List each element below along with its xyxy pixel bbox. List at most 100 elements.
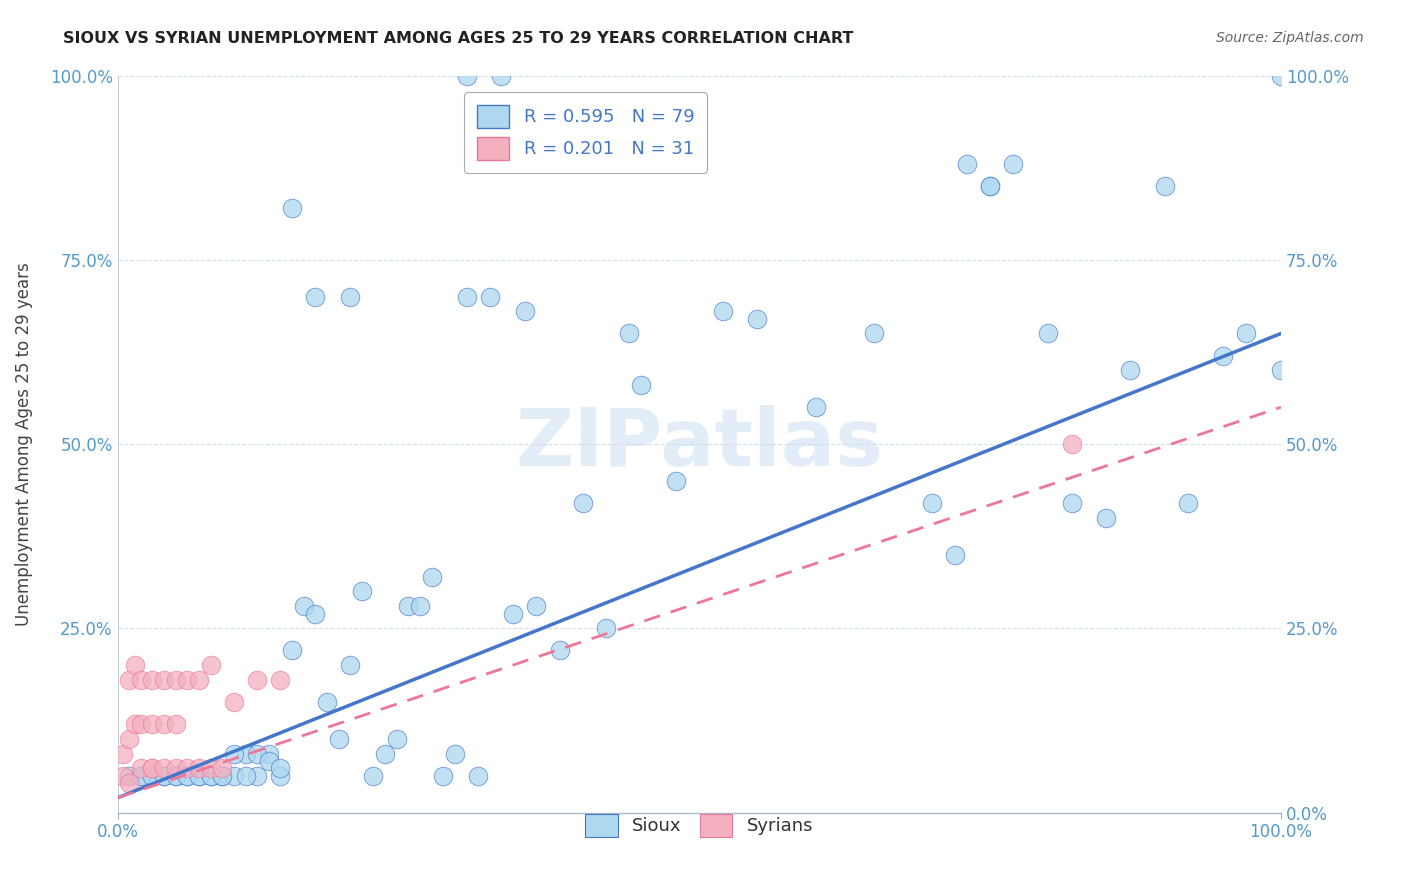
- Point: [165, 673, 187, 687]
- Point: [124, 658, 146, 673]
- Point: [129, 769, 152, 783]
- Point: [304, 607, 326, 621]
- Point: [153, 769, 176, 783]
- Point: [141, 769, 163, 783]
- Point: [118, 731, 141, 746]
- Point: [665, 474, 688, 488]
- Point: [444, 747, 467, 761]
- Text: SIOUX VS SYRIAN UNEMPLOYMENT AMONG AGES 25 TO 29 YEARS CORRELATION CHART: SIOUX VS SYRIAN UNEMPLOYMENT AMONG AGES …: [63, 31, 853, 46]
- Point: [222, 769, 245, 783]
- Point: [502, 607, 524, 621]
- Point: [165, 761, 187, 775]
- Point: [188, 769, 211, 783]
- Point: [1177, 496, 1199, 510]
- Point: [339, 290, 361, 304]
- Point: [257, 747, 280, 761]
- Point: [956, 157, 979, 171]
- Point: [1118, 363, 1140, 377]
- Point: [1212, 349, 1234, 363]
- Point: [420, 570, 443, 584]
- Point: [246, 769, 269, 783]
- Point: [176, 673, 198, 687]
- Point: [176, 761, 198, 775]
- Point: [200, 761, 222, 775]
- Point: [165, 769, 187, 783]
- Point: [409, 599, 432, 614]
- Point: [478, 290, 501, 304]
- Point: [281, 643, 304, 657]
- Point: [188, 769, 211, 783]
- Point: [211, 761, 233, 775]
- Point: [222, 695, 245, 709]
- Point: [595, 621, 617, 635]
- Point: [141, 717, 163, 731]
- Point: [118, 776, 141, 790]
- Point: [304, 290, 326, 304]
- Point: [979, 179, 1001, 194]
- Point: [235, 769, 257, 783]
- Point: [188, 761, 211, 775]
- Point: [339, 658, 361, 673]
- Point: [491, 69, 513, 83]
- Point: [129, 673, 152, 687]
- Point: [513, 304, 536, 318]
- Point: [396, 599, 419, 614]
- Point: [153, 761, 176, 775]
- Point: [374, 747, 396, 761]
- Point: [129, 717, 152, 731]
- Point: [467, 769, 489, 783]
- Point: [112, 747, 135, 761]
- Text: ZIPatlas: ZIPatlas: [515, 405, 883, 483]
- Point: [141, 673, 163, 687]
- Point: [269, 673, 291, 687]
- Point: [141, 761, 163, 775]
- Point: [269, 769, 291, 783]
- Point: [1038, 326, 1060, 341]
- Point: [211, 769, 233, 783]
- Point: [176, 769, 198, 783]
- Point: [1060, 437, 1083, 451]
- Point: [153, 717, 176, 731]
- Point: [246, 673, 269, 687]
- Point: [619, 326, 641, 341]
- Point: [188, 673, 211, 687]
- Point: [1002, 157, 1025, 171]
- Point: [235, 747, 257, 761]
- Point: [200, 769, 222, 783]
- Point: [165, 769, 187, 783]
- Point: [141, 769, 163, 783]
- Point: [292, 599, 315, 614]
- Point: [350, 584, 373, 599]
- Point: [1095, 510, 1118, 524]
- Point: [1060, 496, 1083, 510]
- Point: [548, 643, 571, 657]
- Point: [165, 717, 187, 731]
- Point: [200, 769, 222, 783]
- Legend: Sioux, Syrians: Sioux, Syrians: [578, 806, 821, 844]
- Point: [1153, 179, 1175, 194]
- Point: [176, 769, 198, 783]
- Point: [1270, 363, 1292, 377]
- Point: [281, 201, 304, 215]
- Point: [200, 658, 222, 673]
- Point: [979, 179, 1001, 194]
- Point: [747, 311, 769, 326]
- Point: [112, 769, 135, 783]
- Point: [129, 769, 152, 783]
- Point: [124, 717, 146, 731]
- Point: [572, 496, 595, 510]
- Point: [153, 673, 176, 687]
- Point: [363, 769, 385, 783]
- Point: [456, 69, 478, 83]
- Point: [328, 731, 350, 746]
- Point: [456, 290, 478, 304]
- Point: [211, 769, 233, 783]
- Point: [141, 761, 163, 775]
- Point: [921, 496, 943, 510]
- Point: [316, 695, 339, 709]
- Point: [153, 769, 176, 783]
- Point: [943, 548, 966, 562]
- Y-axis label: Unemployment Among Ages 25 to 29 years: Unemployment Among Ages 25 to 29 years: [15, 262, 32, 626]
- Point: [1234, 326, 1257, 341]
- Point: [118, 769, 141, 783]
